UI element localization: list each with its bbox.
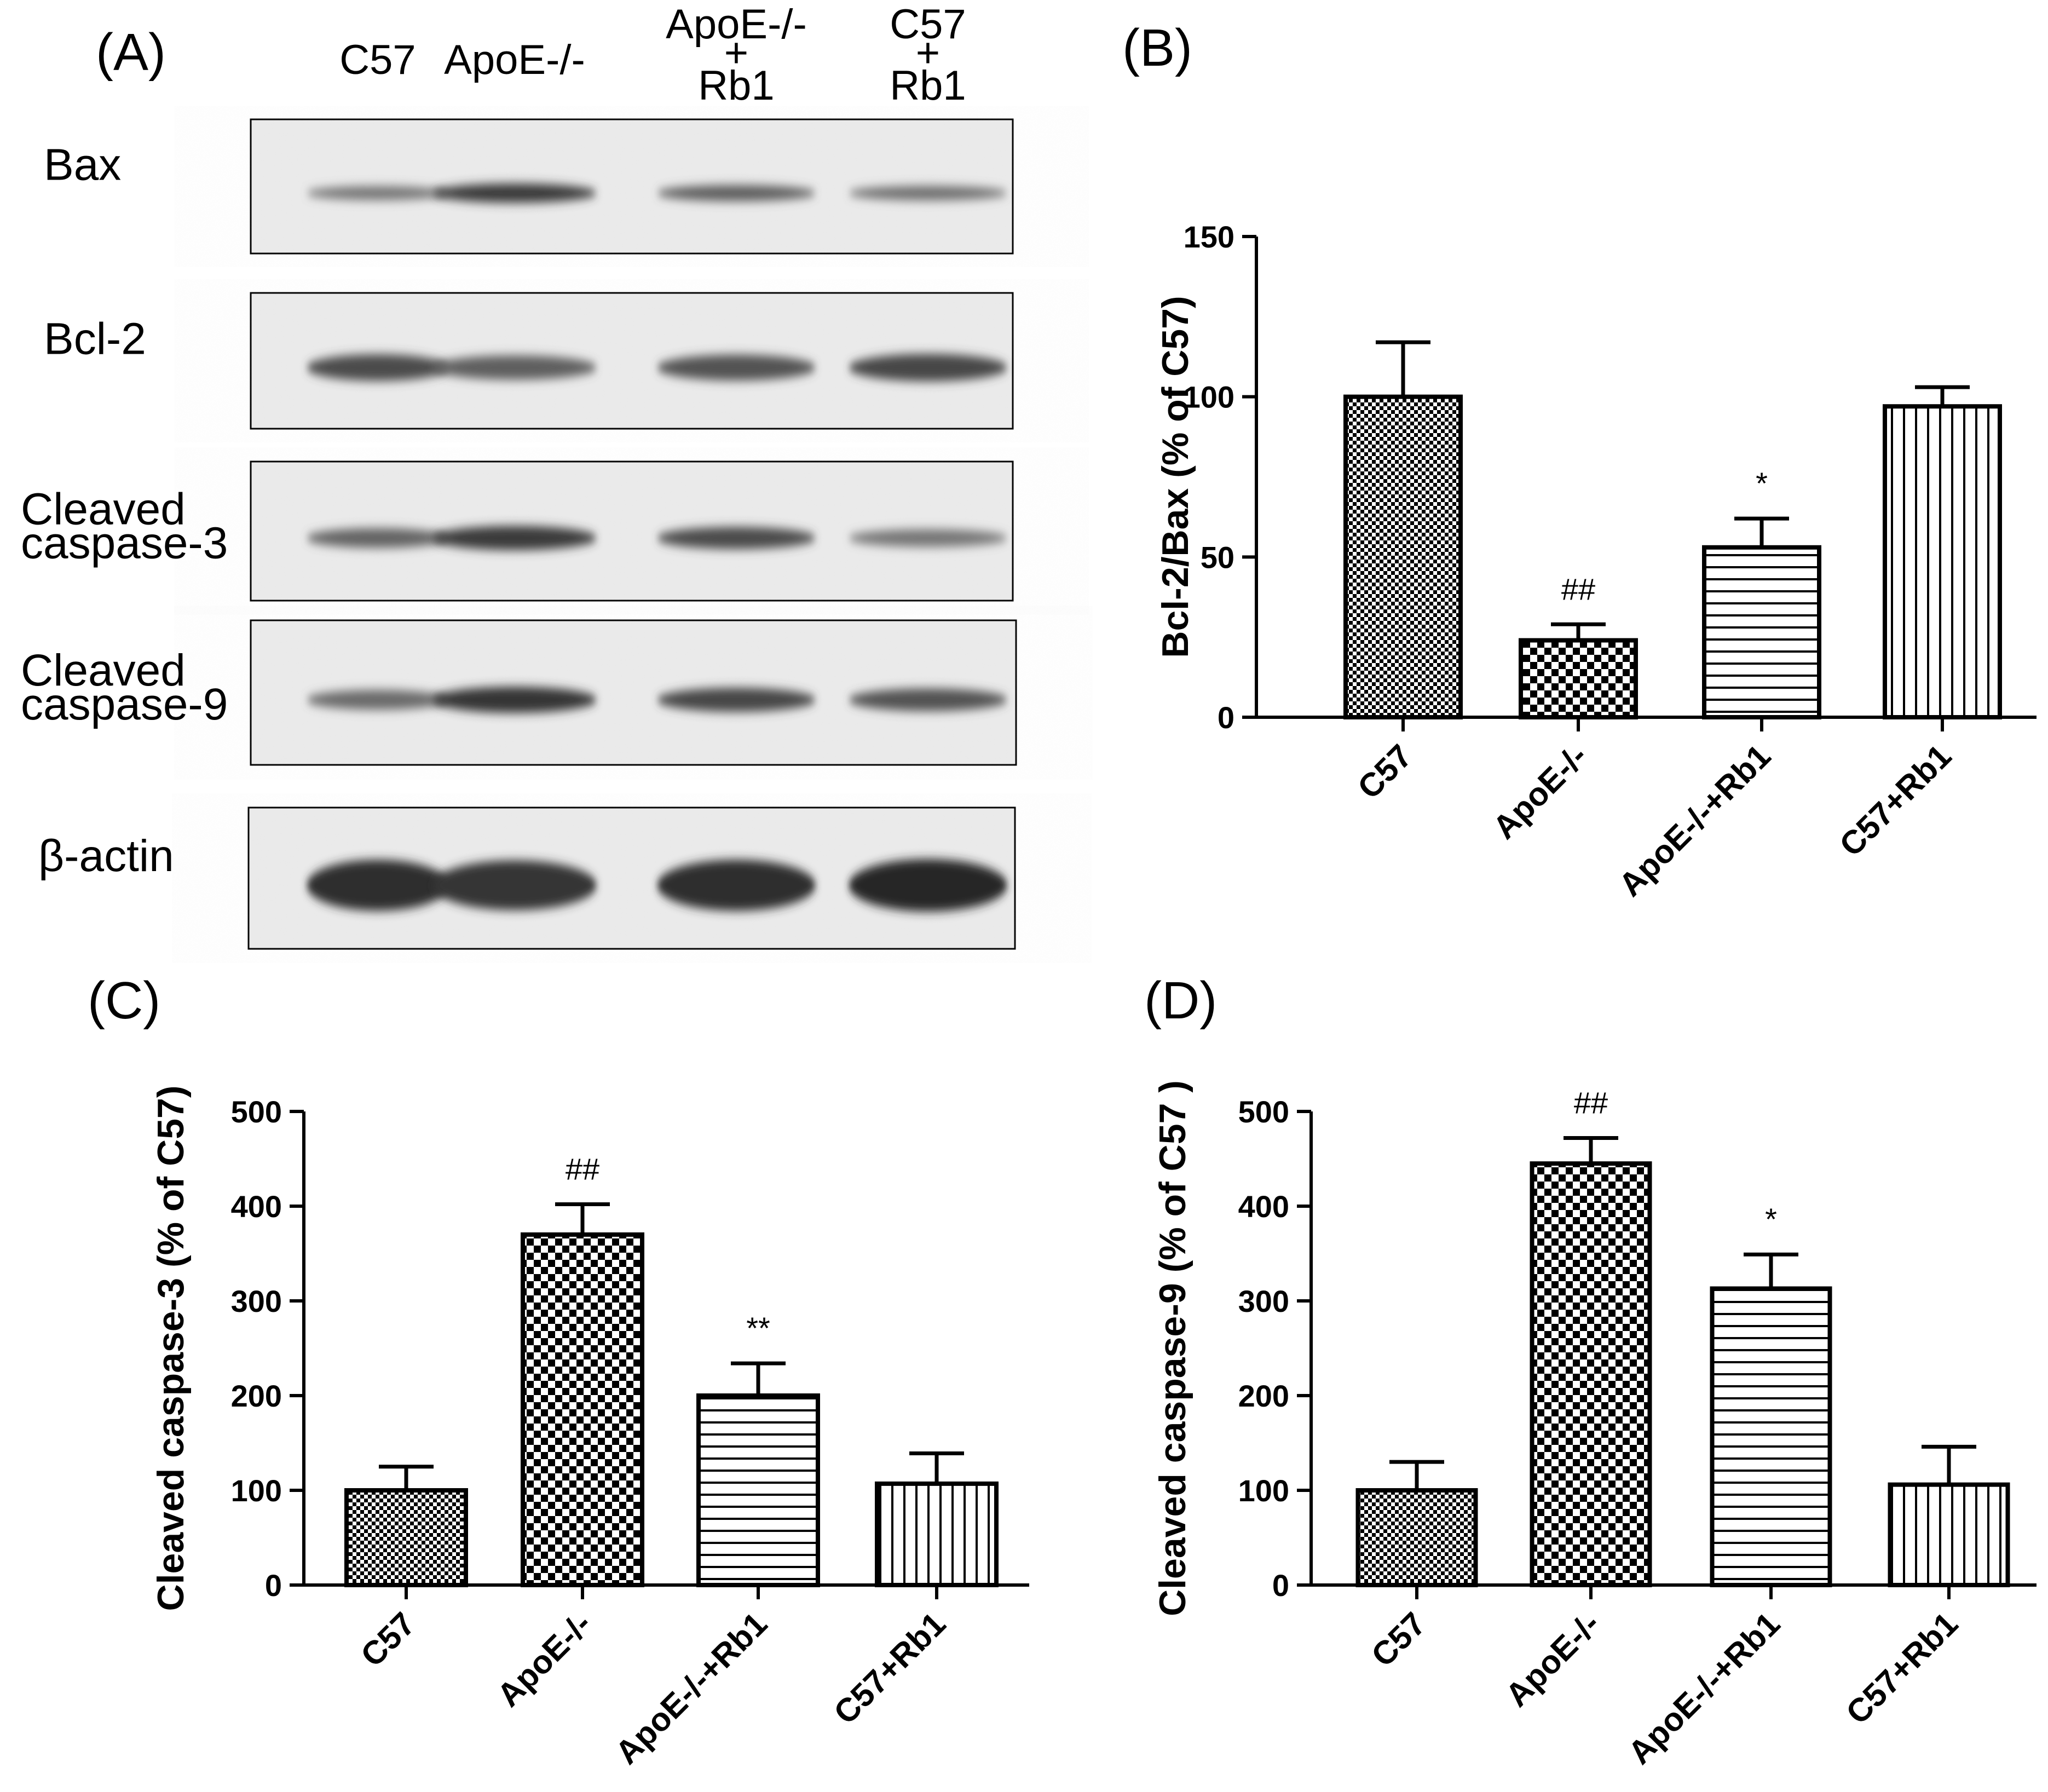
blot-band — [849, 354, 1007, 382]
blot-band — [849, 186, 1007, 201]
x-tick-label: C57 — [354, 1605, 422, 1674]
y-axis-label: Bcl-2/Bax (% of C57) — [1155, 296, 1196, 658]
blot-band — [657, 354, 816, 381]
bar — [1343, 394, 1463, 719]
y-tick-label: 50 — [1201, 540, 1234, 574]
blot-band — [849, 858, 1007, 912]
y-tick-label: 0 — [265, 1568, 282, 1603]
lane-label: ApoE-/-+ Rb1 — [666, 1, 807, 109]
y-tick-label: 100 — [1238, 1473, 1289, 1508]
x-tick-label: ApoE-/-+Rb1 — [608, 1605, 774, 1771]
bar — [1355, 1488, 1478, 1587]
y-axis-label: Cleaved caspase-3 (% of C57) — [150, 1086, 192, 1611]
western-blot: C57 ApoE-/- ApoE-/-+ Rb1 C57 + Rb1 Bax Bcl-2 Clea… — [21, 1, 1017, 950]
blot-band — [657, 860, 816, 911]
significance-label: * — [1756, 466, 1768, 500]
y-tick-label: 400 — [1238, 1189, 1289, 1224]
y-tick-label: 300 — [231, 1284, 282, 1318]
blot-band — [432, 687, 597, 713]
bar — [1710, 1286, 1832, 1587]
y-tick-label: 0 — [1218, 700, 1234, 735]
blot-band — [657, 527, 816, 550]
x-tick-label: ApoE-/- — [1486, 737, 1594, 846]
x-tick-label: ApoE-/-+Rb1 — [1612, 737, 1778, 903]
x-tick-label: C57+Rb1 — [827, 1605, 953, 1731]
bar — [1530, 1161, 1652, 1587]
y-tick-label: 150 — [1184, 220, 1234, 254]
significance-label: ## — [1574, 1085, 1608, 1120]
lane-label: C57 — [339, 37, 416, 83]
chart-c: 0 100 200 300 400 500 Cleaved caspase-3 (% of … — [150, 1086, 1029, 1771]
significance-label: ## — [1561, 572, 1595, 606]
blot-row-label: Cleaved caspase-9 — [21, 646, 228, 729]
blot-band — [307, 186, 449, 200]
y-tick-label: 500 — [231, 1094, 282, 1129]
blot-row-label: Bax — [44, 140, 121, 189]
blot-row-label: Bcl-2 — [44, 314, 146, 364]
blot-band — [849, 529, 1007, 547]
bar — [1883, 404, 2002, 719]
bar — [344, 1488, 468, 1587]
bar — [696, 1393, 820, 1587]
chart-d: 0 100 200 300 400 500 Cleaved caspase-9 (% of … — [1152, 1080, 2037, 1771]
blot-band — [432, 355, 597, 380]
blot-band — [657, 185, 816, 201]
blot-row-label: Cleaved caspase-3 — [21, 484, 228, 568]
lane-label: ApoE-/- — [444, 37, 585, 83]
panel-label-b: (B) — [1122, 19, 1192, 77]
blot-band — [307, 689, 449, 710]
x-tick-label: ApoE-/-+Rb1 — [1621, 1605, 1787, 1771]
x-tick-label: ApoE-/- — [1498, 1605, 1607, 1714]
blot-row-label: β-actin — [38, 831, 174, 881]
y-tick-label: 200 — [231, 1379, 282, 1413]
blot-band — [432, 183, 597, 203]
y-tick-label: 400 — [231, 1189, 282, 1224]
lane-label: C57 + Rb1 — [890, 1, 966, 109]
significance-label: * — [1765, 1202, 1777, 1236]
x-tick-label: ApoE-/- — [490, 1605, 598, 1714]
x-tick-label: C57 — [1351, 737, 1419, 806]
bar — [1519, 638, 1638, 720]
x-tick-label: C57+Rb1 — [1832, 737, 1958, 863]
y-axis-label: Cleaved caspase-9 (% of C57 ) — [1152, 1080, 1193, 1616]
y-tick-label: 200 — [1238, 1379, 1289, 1413]
bar — [875, 1481, 999, 1587]
panel-label-a: (A) — [96, 23, 166, 82]
bar — [521, 1232, 644, 1587]
x-tick-label: C57 — [1364, 1605, 1433, 1674]
chart-b: 0 50 100 150 Bcl-2/Bax (% of C57) C57 ApoE-/- #… — [1155, 220, 2037, 903]
blot-band — [307, 354, 449, 381]
blot-band — [657, 688, 816, 712]
y-tick-label: 500 — [1238, 1094, 1289, 1129]
blot-band — [849, 688, 1007, 711]
x-tick-label: C57+Rb1 — [1839, 1605, 1965, 1731]
blot-band — [307, 860, 449, 911]
significance-label: ** — [746, 1311, 770, 1345]
y-tick-label: 300 — [1238, 1284, 1289, 1318]
blot-band — [432, 526, 597, 550]
bar — [1702, 545, 1821, 719]
y-tick-label: 100 — [1184, 380, 1234, 414]
y-tick-label: 100 — [231, 1473, 282, 1508]
significance-label: ## — [566, 1152, 599, 1186]
panel-label-c: (C) — [88, 971, 160, 1030]
panel-label-d: (D) — [1144, 971, 1217, 1030]
bar — [1888, 1482, 2010, 1588]
blot-band — [307, 528, 449, 548]
y-tick-label: 0 — [1272, 1568, 1289, 1603]
blot-band — [432, 860, 597, 911]
